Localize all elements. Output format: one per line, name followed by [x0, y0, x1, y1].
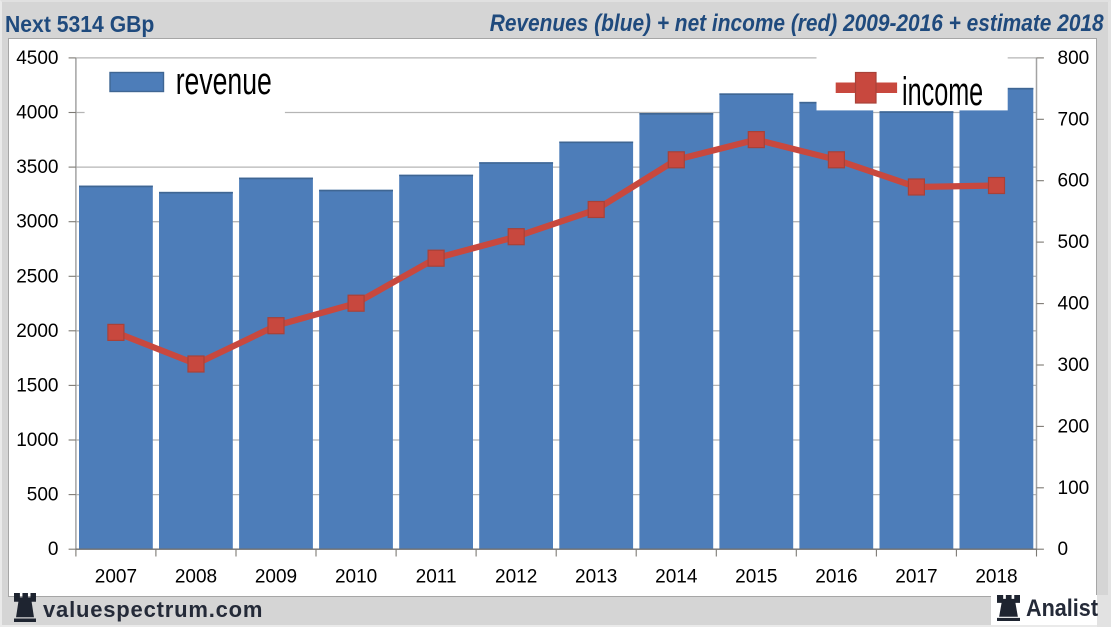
svg-text:2007: 2007 [95, 566, 137, 587]
svg-text:0: 0 [48, 539, 59, 560]
svg-text:600: 600 [1058, 171, 1090, 192]
svg-text:2011: 2011 [416, 566, 457, 587]
svg-text:3000: 3000 [16, 212, 58, 233]
svg-text:3500: 3500 [16, 157, 58, 178]
svg-text:income: income [902, 70, 983, 114]
svg-text:700: 700 [1058, 109, 1090, 130]
svg-text:2500: 2500 [16, 266, 58, 287]
svg-text:500: 500 [27, 485, 59, 506]
svg-text:500: 500 [1058, 232, 1090, 253]
svg-text:2012: 2012 [495, 566, 537, 587]
svg-text:2009: 2009 [255, 566, 297, 587]
svg-text:400: 400 [1058, 294, 1090, 315]
svg-text:2008: 2008 [175, 566, 217, 587]
svg-text:revenue: revenue [176, 59, 272, 102]
svg-text:2010: 2010 [335, 566, 377, 587]
svg-text:800: 800 [1058, 48, 1090, 69]
svg-text:1500: 1500 [16, 375, 58, 396]
svg-text:200: 200 [1058, 416, 1090, 437]
svg-text:2017: 2017 [895, 566, 937, 587]
svg-text:2000: 2000 [16, 321, 58, 342]
svg-text:2013: 2013 [575, 566, 617, 587]
svg-text:2014: 2014 [655, 566, 698, 587]
svg-text:2018: 2018 [975, 566, 1017, 587]
svg-text:300: 300 [1058, 355, 1090, 376]
svg-text:2015: 2015 [735, 566, 777, 587]
svg-text:100: 100 [1058, 478, 1090, 499]
svg-text:1000: 1000 [16, 430, 58, 451]
svg-text:4000: 4000 [16, 103, 58, 124]
svg-text:2016: 2016 [815, 566, 857, 587]
svg-text:4500: 4500 [16, 48, 58, 69]
svg-text:0: 0 [1058, 539, 1069, 560]
